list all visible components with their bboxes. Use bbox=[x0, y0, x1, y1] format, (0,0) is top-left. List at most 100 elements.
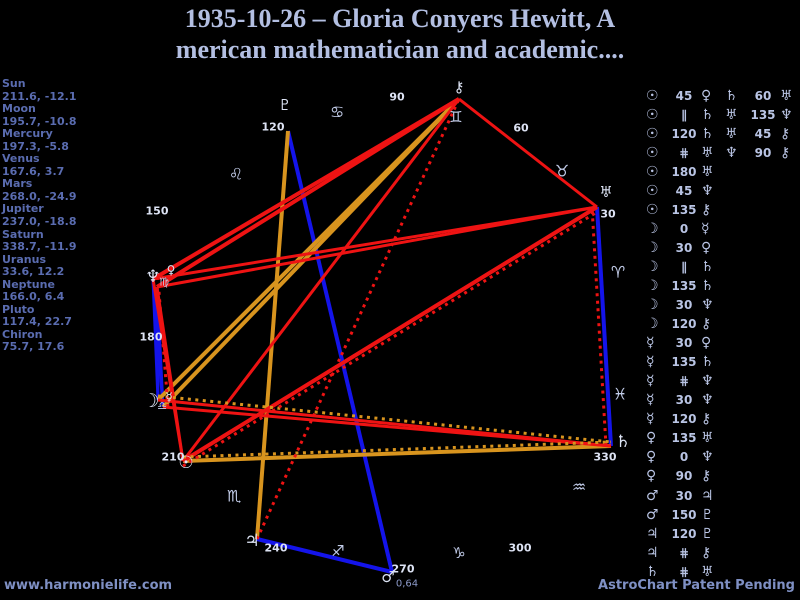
aspect-p2-glyph: ⚷ bbox=[701, 316, 712, 333]
aspect-p1-glyph: ☽ bbox=[646, 316, 659, 333]
page-title: 1935-10-26 – Gloria Conyers Hewitt, A me… bbox=[0, 3, 800, 65]
aspect-line-135-mercury-saturn bbox=[162, 405, 612, 448]
aspect-value: 60 bbox=[754, 88, 772, 103]
aspect-row-jupiter-120-pluto: ♃ 120 ♇ bbox=[646, 524, 726, 543]
planet-value-sun: 211.6, -12.1 bbox=[2, 89, 77, 103]
aspect-row-mercury-120-chiron: ☿ 120 ⚷ bbox=[646, 410, 726, 429]
aspect-p1-glyph: ♆ bbox=[725, 144, 738, 161]
aspect-p1-glyph: ☿ bbox=[646, 354, 655, 371]
aspect-line-120-sun-saturn bbox=[182, 444, 612, 463]
zodiac-sign-capricorn-icon: ♑ bbox=[452, 544, 465, 562]
aspect-p2-glyph: ♃ bbox=[701, 487, 714, 504]
planet-glyph-mars-icon: ♂ bbox=[381, 568, 394, 586]
aspect-p2-glyph: ☿ bbox=[701, 220, 710, 237]
aspect-value: 30 bbox=[675, 488, 693, 503]
aspect-row-moon-30-venus: ☽ 30 ♀ bbox=[646, 238, 726, 257]
aspect-value: ⋕ bbox=[678, 145, 690, 160]
aspect-row-sun-contra-uranus: ☉ ⋕ ♅ bbox=[646, 143, 726, 162]
zodiac-sign-gemini-icon: ♊ bbox=[449, 108, 462, 126]
aspect-row-mercury-30-venus: ☿ 30 ♀ bbox=[646, 334, 726, 353]
aspect-p2-glyph: ♅ bbox=[701, 430, 714, 447]
planet-name-moon: Moon bbox=[2, 102, 36, 116]
aspect-p1-glyph: ☿ bbox=[646, 411, 655, 428]
aspect-row-venus-90-chiron: ♀ 90 ⚷ bbox=[646, 467, 726, 486]
aspect-p1-glyph: ☿ bbox=[646, 392, 655, 409]
planet-name-mars: Mars bbox=[2, 177, 33, 191]
aspect-p1-glyph: ♄ bbox=[725, 87, 738, 104]
aspect-row-mercury-135-saturn: ☿ 135 ♄ bbox=[646, 353, 726, 372]
planet-glyph-uranus-icon: ♅ bbox=[599, 183, 612, 201]
aspect-p1-glyph: ☉ bbox=[646, 87, 659, 104]
aspect-row-sun-180-uranus: ☉ 180 ♅ bbox=[646, 162, 726, 181]
aspect-p1-glyph: ☿ bbox=[646, 335, 655, 352]
aspect-p1-glyph: ☽ bbox=[646, 277, 659, 294]
aspect-value: 135 bbox=[671, 278, 697, 293]
planet-value-uranus: 33.6, 12.2 bbox=[2, 265, 65, 279]
aspect-p2-glyph: ♅ bbox=[780, 87, 793, 104]
aspect-p1-glyph: ☉ bbox=[646, 163, 659, 180]
aspect-value: 135 bbox=[671, 431, 697, 446]
planet-name-sun: Sun bbox=[2, 77, 26, 90]
aspect-p1-glyph: ♅ bbox=[725, 106, 738, 123]
aspect-p1-glyph: ♄ bbox=[646, 563, 659, 580]
aspect-value: 135 bbox=[671, 202, 697, 217]
aspect-p1-glyph: ♅ bbox=[725, 125, 738, 142]
aspect-p1-glyph: ♀ bbox=[646, 449, 657, 466]
aspect-row-uranus-135-neptune: ♅ 135 ♆ bbox=[725, 105, 800, 124]
aspect-line-contraparallel-mercury-neptune bbox=[156, 278, 170, 408]
aspect-row-moon-135-saturn: ☽ 135 ♄ bbox=[646, 276, 726, 295]
aspect-value: 90 bbox=[675, 469, 693, 484]
degree-label-240: 240 bbox=[265, 542, 288, 555]
degree-label-210: 210 bbox=[162, 451, 185, 464]
aspect-p2-glyph: ⚷ bbox=[701, 468, 712, 485]
aspect-line-45-sun-neptune bbox=[151, 278, 185, 462]
aspect-line-30-mercury-neptune bbox=[151, 278, 165, 408]
aspect-p2-glyph: ♅ bbox=[701, 144, 714, 161]
aspect-p2-glyph: ♆ bbox=[701, 297, 714, 314]
planet-value-mars: 268.0, -24.9 bbox=[2, 189, 77, 203]
aspect-p2-glyph: ♆ bbox=[780, 106, 793, 123]
aspect-p2-glyph: ♄ bbox=[701, 354, 714, 371]
aspect-p2-glyph: ♆ bbox=[701, 449, 714, 466]
planet-name-pluto: Pluto bbox=[2, 302, 35, 316]
aspect-row-sun-135-chiron: ☉ 135 ⚷ bbox=[646, 200, 726, 219]
aspect-p1-glyph: ☉ bbox=[646, 182, 659, 199]
aspect-value: ⋕ bbox=[678, 564, 690, 579]
degree-label-330: 330 bbox=[594, 451, 617, 464]
aspect-line-135-neptune-uranus bbox=[152, 205, 598, 281]
aspect-p1-glyph: ☉ bbox=[646, 144, 659, 161]
aspect-p1-glyph: ☉ bbox=[646, 201, 659, 218]
aspect-row-moon-par-saturn: ☽ ∥ ♄ bbox=[646, 257, 726, 276]
aspect-row-saturn-60-uranus: ♄ 60 ♅ bbox=[725, 86, 800, 105]
aspect-p1-glyph: ♃ bbox=[646, 544, 659, 561]
aspect-line-90-neptune-chiron bbox=[151, 97, 461, 281]
aspect-p2-glyph: ♄ bbox=[701, 106, 714, 123]
aspect-line-contraparallel-sun-uranus bbox=[182, 210, 598, 468]
aspect-p1-glyph: ☽ bbox=[646, 258, 659, 275]
degree-label-30: 30 bbox=[600, 208, 616, 221]
aspect-list-column-2: ♄ 60 ♅ ♅ 135 ♆ ♅ 45 ⚷ ♆ 90 ⚷ bbox=[725, 86, 800, 162]
aspect-p2-glyph: ⚷ bbox=[701, 201, 712, 218]
footer-url: www.harmonielife.com bbox=[4, 578, 173, 593]
degree-label-180: 180 bbox=[140, 331, 163, 344]
planet-name-mercury: Mercury bbox=[2, 127, 53, 141]
aspect-value: 45 bbox=[754, 126, 772, 141]
planet-value-neptune: 166.0, 6.4 bbox=[2, 290, 65, 304]
aspect-row-mars-150-pluto: ♂ 150 ♇ bbox=[646, 505, 726, 524]
aspect-p1-glyph: ☿ bbox=[646, 373, 655, 390]
aspect-p2-glyph: ♀ bbox=[701, 335, 712, 352]
aspect-value: ⋕ bbox=[678, 374, 690, 389]
aspect-p2-glyph: ⚷ bbox=[780, 125, 791, 142]
aspect-p2-glyph: ⚷ bbox=[780, 144, 791, 161]
aspect-row-jupiter-contra-chiron: ♃ ⋕ ⚷ bbox=[646, 543, 726, 562]
zodiac-sign-scorpio-icon: ♏ bbox=[227, 487, 241, 506]
planet-value-pluto: 117.4, 22.7 bbox=[2, 315, 72, 329]
aspect-value: 135 bbox=[750, 107, 776, 122]
aspect-value: 135 bbox=[671, 355, 697, 370]
aspect-row-sun-120-saturn: ☉ 120 ♄ bbox=[646, 124, 726, 143]
zodiac-sign-cancer-icon: ♋ bbox=[330, 103, 344, 122]
aspect-value: 120 bbox=[671, 412, 697, 427]
planet-glyph-pluto-icon: ♇ bbox=[278, 96, 291, 114]
aspect-p2-glyph: ♀ bbox=[701, 239, 712, 256]
zodiac-sign-pisces-icon: ♓ bbox=[613, 385, 627, 404]
